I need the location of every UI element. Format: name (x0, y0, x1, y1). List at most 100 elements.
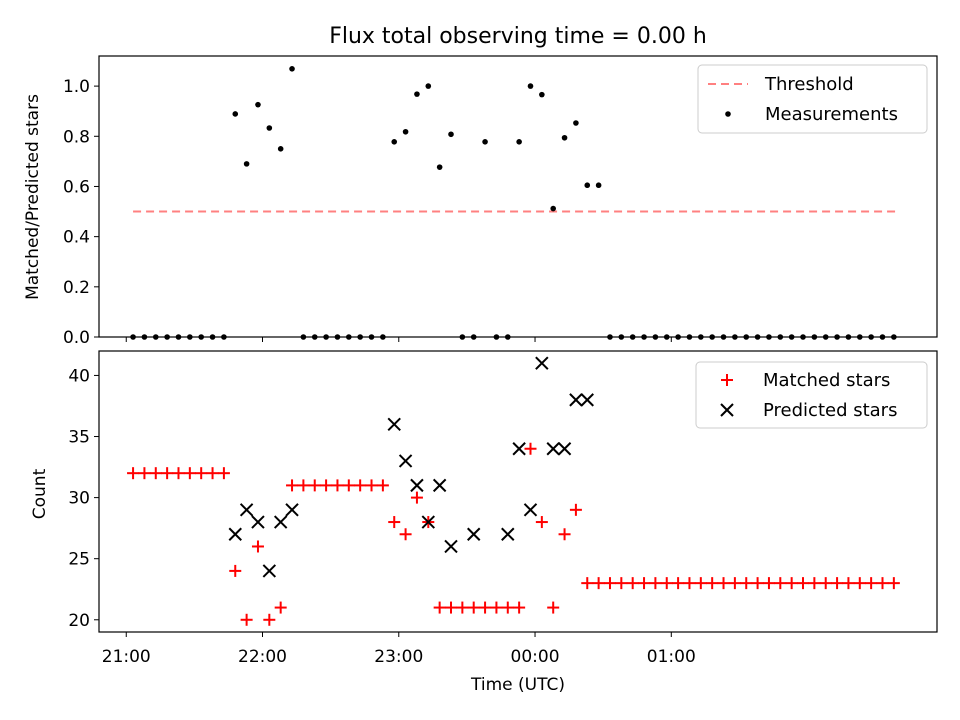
count-y-ticks: 20 25 30 35 40 (68, 366, 99, 631)
threshold-legend-label: Threshold (764, 74, 854, 95)
matched-star-point (581, 577, 594, 590)
predicted-star-marker-b (569, 393, 583, 407)
predicted-star-point (251, 515, 265, 529)
matched-star-point (127, 467, 140, 480)
matched-star-point (660, 577, 673, 590)
matched-star-point (365, 479, 378, 492)
ratio-legend: Threshold Measurements (697, 64, 928, 134)
measurement-point (289, 65, 295, 72)
measurement-point (255, 101, 261, 108)
predicted-star-point (273, 515, 288, 529)
count-y-tick-label: 25 (68, 550, 90, 570)
predicted-star-point (501, 527, 515, 541)
count-x-axis-label: Time (UTC) (470, 675, 565, 695)
predicted-star-marker-b (398, 454, 413, 468)
matched-star-point (774, 577, 787, 590)
ratio-y-tick-label: 0.0 (63, 328, 90, 348)
predicted-star-marker-b (580, 393, 594, 407)
matched-star-point (286, 479, 299, 492)
measurements-legend-label: Measurements (765, 104, 898, 125)
matched-star-point (149, 467, 162, 480)
predicted-star-point (387, 417, 401, 432)
measurement-point (482, 139, 488, 145)
count-x-tick-label: 23:00 (374, 647, 423, 667)
predicted-star-point (239, 503, 254, 517)
measurement-point (414, 91, 420, 97)
matched-star-point (831, 577, 844, 590)
measurement-point (232, 111, 239, 117)
predicted-star-point (546, 442, 560, 456)
predicted-star-marker-b (239, 503, 254, 517)
matched-star-point (263, 613, 276, 626)
matched-star-point (603, 577, 616, 590)
matched-star-point (558, 528, 571, 541)
matched-star-point (445, 601, 458, 614)
ratio-y-tick-label: 0.6 (63, 177, 90, 197)
matched-star-point (274, 601, 287, 614)
matched-star-point (376, 479, 389, 492)
matched-star-point (138, 467, 151, 480)
measurement-point (550, 205, 557, 212)
predicted-star-point (228, 527, 242, 541)
predicted-star-point (285, 503, 299, 517)
measurement-point (391, 139, 398, 145)
predicted-star-marker-b (523, 503, 538, 517)
count-y-tick-label: 30 (68, 489, 90, 509)
count-y-tick-label: 40 (68, 366, 90, 386)
matched-star-point (853, 577, 866, 590)
matched-star-point (615, 577, 628, 590)
measurement-point (573, 120, 579, 126)
matched-star-point (728, 577, 741, 590)
matched-star-point (410, 491, 423, 504)
matched-star-point (229, 564, 242, 577)
matched-star-point (161, 467, 174, 480)
matched-star-point (762, 577, 775, 590)
matched-star-point (672, 577, 685, 590)
matched-star-point (649, 577, 662, 590)
matched-legend-label: Matched stars (763, 370, 890, 391)
matched-star-point (342, 479, 355, 492)
predicted-star-marker-b (535, 356, 549, 370)
matched-star-point (717, 577, 730, 590)
predicted-star-marker-b (546, 442, 560, 456)
matched-star-point (172, 467, 185, 480)
matched-legend-marker (721, 374, 733, 386)
matched-star-point (195, 467, 208, 480)
predicted-star-point (432, 478, 447, 493)
count-x-tick-label: 01:00 (647, 647, 696, 667)
ratio-y-tick-label: 0.8 (63, 127, 90, 147)
ratio-y-tick-label: 0.2 (63, 278, 90, 298)
figure-title: Flux total observing time = 0.00 h (329, 24, 707, 49)
count-y-tick-label: 20 (68, 611, 90, 631)
ratio-panel: 0.0 0.2 0.4 0.6 0.8 1.0 Matched/Predicted sta… (23, 55, 938, 348)
measurement-point (402, 128, 409, 135)
predicted-star-marker-b (228, 527, 242, 541)
predicted-star-point (398, 454, 413, 468)
matched-star-point (183, 467, 196, 480)
matched-star-point (217, 467, 230, 480)
matched-star-point (331, 479, 344, 492)
measurement-point (527, 83, 534, 89)
measurement-point (539, 91, 545, 98)
matched-star-point (797, 577, 810, 590)
predicted-star-marker-b (410, 478, 424, 493)
count-x-ticks: 21:00 22:00 23:00 00:00 01:00 (102, 632, 696, 667)
matched-star-point (388, 516, 401, 529)
matched-star-point (320, 479, 333, 492)
matched-star-point (467, 601, 480, 614)
matched-star-point (513, 601, 526, 614)
matched-star-point (206, 467, 219, 480)
matched-star-point (740, 577, 753, 590)
matched-star-point (887, 577, 900, 590)
matched-star-point (694, 577, 707, 590)
predicted-star-point (262, 564, 277, 578)
count-axes-frame (98, 350, 938, 633)
matched-star-point (399, 528, 412, 541)
ratio-y-tick-label: 1.0 (63, 77, 90, 97)
predicted-star-marker-b (501, 527, 515, 541)
predicted-star-point (580, 393, 594, 407)
matched-star-point (456, 601, 469, 614)
predicted-star-marker-b (432, 478, 447, 493)
predicted-star-marker-b (557, 442, 572, 456)
